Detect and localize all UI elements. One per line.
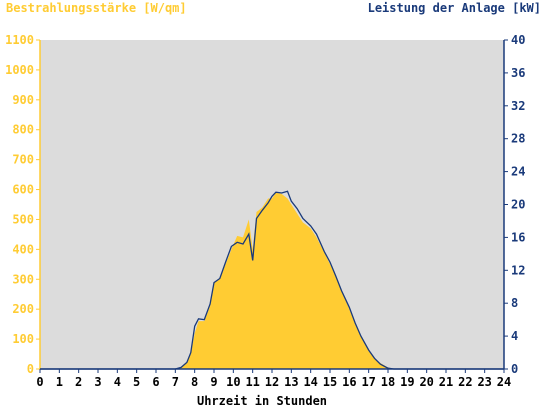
x-tick-label: 24 [497, 375, 511, 389]
x-tick-label: 1 [56, 375, 63, 389]
right-tick-label: 40 [511, 33, 525, 47]
right-tick-label: 16 [511, 230, 525, 244]
x-tick-label: 19 [400, 375, 414, 389]
left-tick-label: 1000 [5, 63, 34, 77]
x-tick-label: 22 [458, 375, 472, 389]
left-tick-label: 400 [12, 242, 34, 256]
x-tick-label: 16 [342, 375, 356, 389]
right-tick-label: 32 [511, 99, 525, 113]
x-tick-label: 15 [323, 375, 337, 389]
right-tick-label: 20 [511, 198, 525, 212]
x-tick-label: 4 [114, 375, 121, 389]
x-tick-label: 21 [439, 375, 453, 389]
left-tick-label: 800 [12, 123, 34, 137]
ticks-layer: 0100200300400500600700800900100011000481… [5, 33, 525, 389]
left-tick-label: 900 [12, 93, 34, 107]
x-tick-label: 17 [361, 375, 375, 389]
left-tick-label: 1100 [5, 33, 34, 47]
left-tick-label: 700 [12, 153, 34, 167]
x-tick-label: 7 [172, 375, 179, 389]
right-tick-label: 12 [511, 263, 525, 277]
x-tick-label: 6 [152, 375, 159, 389]
left-tick-label: 600 [12, 183, 34, 197]
left-tick-label: 200 [12, 302, 34, 316]
left-tick-label: 100 [12, 332, 34, 346]
power-line [40, 190, 504, 370]
x-tick-label: 14 [303, 375, 317, 389]
left-tick-label: 0 [27, 362, 34, 376]
right-tick-label: 28 [511, 132, 525, 146]
x-tick-label: 13 [284, 375, 298, 389]
x-tick-label: 0 [36, 375, 43, 389]
x-axis-title: Uhrzeit in Stunden [197, 394, 327, 408]
left-axis-title: Bestrahlungsstärke [W/qm] [6, 1, 187, 15]
right-axis-title: Leistung der Anlage [kW] [368, 1, 541, 15]
right-tick-label: 8 [511, 296, 518, 310]
right-tick-label: 36 [511, 66, 525, 80]
x-tick-label: 2 [75, 375, 82, 389]
right-tick-label: 24 [511, 165, 525, 179]
right-tick-label: 4 [511, 329, 518, 343]
x-tick-label: 10 [226, 375, 240, 389]
x-tick-label: 9 [210, 375, 217, 389]
x-tick-label: 5 [133, 375, 140, 389]
x-tick-label: 12 [265, 375, 279, 389]
series-layer [40, 190, 504, 370]
x-tick-label: 18 [381, 375, 395, 389]
x-tick-label: 11 [245, 375, 259, 389]
left-tick-label: 300 [12, 272, 34, 286]
x-tick-label: 8 [191, 375, 198, 389]
left-tick-label: 500 [12, 212, 34, 226]
x-tick-label: 3 [94, 375, 101, 389]
irradiance-area [40, 192, 504, 369]
x-tick-label: 23 [477, 375, 491, 389]
right-tick-label: 0 [511, 362, 518, 376]
x-tick-label: 20 [419, 375, 433, 389]
